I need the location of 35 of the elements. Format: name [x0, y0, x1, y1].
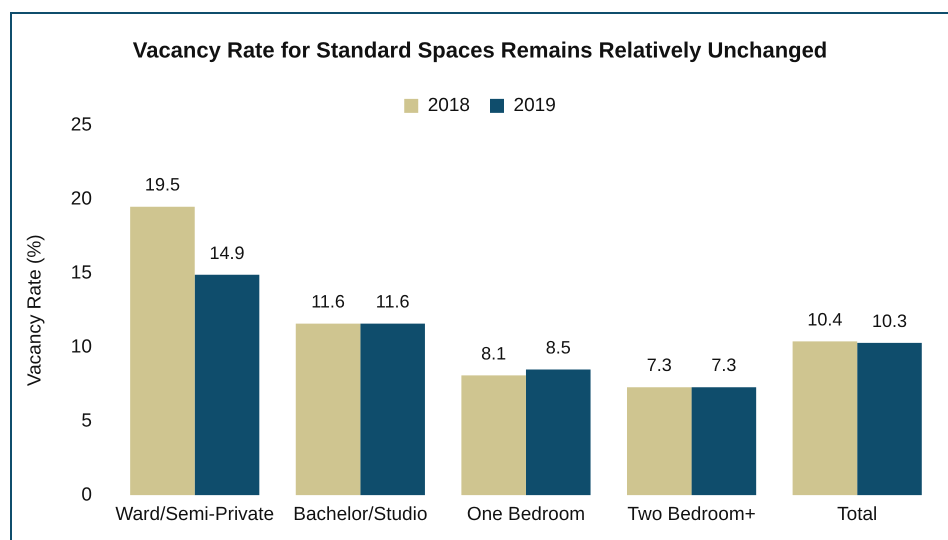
bar — [857, 342, 922, 496]
y-tick-label: 0 — [81, 484, 92, 506]
bar — [792, 341, 858, 496]
bar — [194, 274, 260, 496]
data-label: 10.3 — [872, 310, 908, 331]
y-tick-label: 10 — [70, 336, 92, 358]
chart-title: Vacancy Rate for Standard Spaces Remains Relatively Unchanged — [132, 37, 828, 62]
data-label: 11.6 — [311, 292, 345, 312]
data-label: 7.3 — [646, 355, 672, 376]
data-label: 8.1 — [481, 343, 506, 364]
bar — [296, 324, 360, 496]
data-label: 19.5 — [144, 174, 180, 195]
legend-label: 2019 — [514, 95, 556, 116]
data-label: 10.4 — [807, 309, 842, 330]
y-tick-label: 15 — [70, 262, 92, 284]
x-tick-label: Ward/Semi-Private — [115, 504, 274, 525]
y-tick-label: 5 — [81, 410, 92, 432]
y-tick-label: 25 — [70, 114, 92, 136]
bar — [130, 206, 195, 496]
bar — [526, 369, 591, 496]
data-label: 11.6 — [376, 292, 410, 312]
data-label: 8.5 — [546, 337, 571, 358]
bar — [461, 375, 526, 496]
x-tick-label: Bachelor/Studio — [293, 504, 428, 525]
y-tick-label: 20 — [70, 188, 92, 210]
data-label: 7.3 — [711, 355, 736, 376]
bar — [692, 387, 756, 496]
x-tick-label: Total — [837, 504, 878, 525]
legend-label: 2018 — [428, 95, 470, 116]
data-label: 14.9 — [210, 242, 245, 263]
x-tick-label: One Bedroom — [466, 504, 586, 525]
bar — [626, 387, 692, 496]
bar — [360, 324, 425, 496]
x-tick-label: Two Bedroom+ — [627, 504, 756, 525]
y-axis-title: Vacancy Rate (%) — [24, 234, 46, 386]
